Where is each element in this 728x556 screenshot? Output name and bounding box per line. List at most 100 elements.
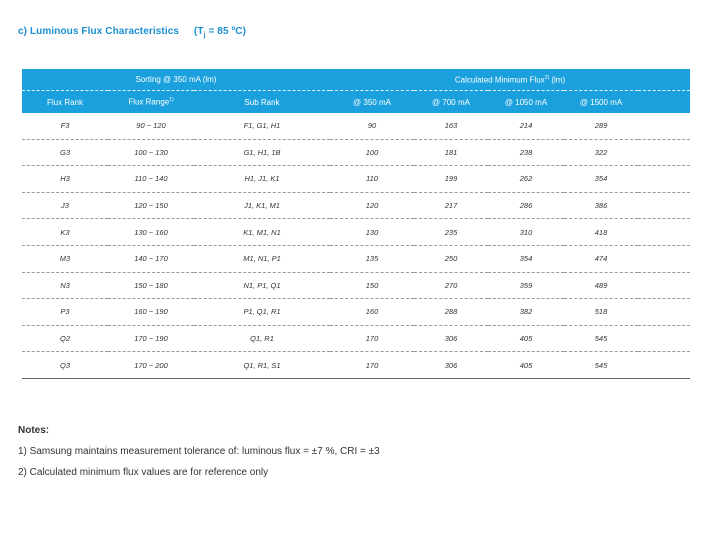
table-row: N3 150 ~ 180 N1, P1, Q1 150 270 359 489	[22, 272, 691, 300]
cell-spacer	[638, 192, 691, 220]
table-row: J3 120 ~ 150 J1, K1, M1 120 217 286 386	[22, 192, 691, 220]
luminous-flux-table: Sorting @ 350 mA (lm) Calculated Minimum…	[22, 69, 691, 379]
cell-700ma: 306	[414, 351, 488, 379]
cell-spacer	[638, 351, 691, 379]
cell-350ma: 150	[330, 272, 414, 300]
section-title: c) Luminous Flux Characteristics (Tj = 8…	[18, 26, 246, 39]
cell-sub-rank: P1, Q1, R1	[194, 298, 330, 326]
header-350ma: @ 350 mA	[330, 90, 414, 113]
cell-flux-rank: H3	[22, 165, 108, 193]
cell-flux-rank: G3	[22, 139, 108, 167]
cell-flux-rank: J3	[22, 192, 108, 220]
cell-350ma: 90	[330, 113, 414, 140]
cell-sub-rank: M1, N1, P1	[194, 245, 330, 273]
cell-1500ma: 545	[564, 351, 638, 379]
cell-350ma: 170	[330, 325, 414, 353]
cell-1500ma: 354	[564, 165, 638, 193]
cell-1500ma: 386	[564, 192, 638, 220]
cell-350ma: 130	[330, 218, 414, 246]
cell-1500ma: 418	[564, 218, 638, 246]
cell-700ma: 217	[414, 192, 488, 220]
cell-flux-rank: Q2	[22, 325, 108, 353]
cell-flux-range: 100 ~ 130	[108, 139, 194, 167]
note-item: 2) Calculated minimum flux values are fo…	[18, 467, 269, 478]
cell-1050ma: 354	[488, 245, 564, 273]
cell-flux-rank: F3	[22, 113, 108, 140]
cell-350ma: 100	[330, 139, 414, 167]
cell-1500ma: 545	[564, 325, 638, 353]
cell-700ma: 250	[414, 245, 488, 273]
table-row: M3 140 ~ 170 M1, N1, P1 135 250 354 474	[22, 245, 691, 273]
cell-sub-rank: G1, H1, 1B	[194, 139, 330, 167]
cell-flux-range: 140 ~ 170	[108, 245, 194, 273]
cell-1050ma: 405	[488, 325, 564, 353]
header-sorting-group: Sorting @ 350 mA (lm)	[22, 69, 330, 91]
note-item: 1) Samsung maintains measurement toleran…	[18, 446, 380, 457]
table-row: H3 110 ~ 140 H1, J1, K1 110 199 262 354	[22, 165, 691, 193]
cell-spacer	[638, 139, 691, 167]
cell-350ma: 160	[330, 298, 414, 326]
cell-1050ma: 238	[488, 139, 564, 167]
cell-sub-rank: K1, M1, N1	[194, 218, 330, 246]
cell-sub-rank: F1, G1, H1	[194, 113, 330, 140]
cell-flux-range: 170 ~ 190	[108, 325, 194, 353]
cell-spacer	[638, 245, 691, 273]
cell-1050ma: 262	[488, 165, 564, 193]
cell-flux-range: 150 ~ 180	[108, 272, 194, 300]
cell-sub-rank: Q1, R1, S1	[194, 351, 330, 379]
notes-section: Notes: 1) Samsung maintains measurement …	[18, 425, 380, 488]
cell-spacer	[638, 298, 691, 326]
header-flux-range: Flux Range1)	[108, 90, 194, 113]
cell-flux-rank: P3	[22, 298, 108, 326]
temperature-condition: (Tj = 85 ºC)	[193, 26, 247, 39]
header-spacer	[638, 90, 691, 113]
header-sub-rank: Sub Rank	[194, 90, 330, 113]
cell-flux-range: 130 ~ 160	[108, 218, 194, 246]
cell-flux-range: 120 ~ 150	[108, 192, 194, 220]
cell-spacer	[638, 113, 691, 140]
cell-sub-rank: N1, P1, Q1	[194, 272, 330, 300]
cell-flux-rank: M3	[22, 245, 108, 273]
cell-700ma: 288	[414, 298, 488, 326]
header-1500ma: @ 1500 mA	[564, 90, 638, 113]
cell-1050ma: 359	[488, 272, 564, 300]
cell-1050ma: 310	[488, 218, 564, 246]
header-flux-rank: Flux Rank	[22, 90, 108, 113]
table-row: F3 90 ~ 120 F1, G1, H1 90 163 214 289	[22, 113, 691, 140]
cell-1050ma: 382	[488, 298, 564, 326]
cell-flux-rank: N3	[22, 272, 108, 300]
header-1050ma: @ 1050 mA	[488, 90, 564, 113]
table-row: P3 160 ~ 190 P1, Q1, R1 160 288 382 518	[22, 298, 691, 326]
cell-1050ma: 214	[488, 113, 564, 140]
cell-700ma: 181	[414, 139, 488, 167]
cell-flux-range: 110 ~ 140	[108, 165, 194, 193]
header-700ma: @ 700 mA	[414, 90, 488, 113]
cell-700ma: 270	[414, 272, 488, 300]
cell-spacer	[638, 218, 691, 246]
cell-700ma: 235	[414, 218, 488, 246]
cell-flux-range: 170 ~ 200	[108, 351, 194, 379]
cell-350ma: 110	[330, 165, 414, 193]
cell-350ma: 170	[330, 351, 414, 379]
cell-1500ma: 289	[564, 113, 638, 140]
cell-1500ma: 322	[564, 139, 638, 167]
cell-flux-rank: K3	[22, 218, 108, 246]
cell-sub-rank: H1, J1, K1	[194, 165, 330, 193]
cell-flux-range: 160 ~ 190	[108, 298, 194, 326]
cell-350ma: 135	[330, 245, 414, 273]
table-row: G3 100 ~ 130 G1, H1, 1B 100 181 238 322	[22, 139, 691, 167]
cell-spacer	[638, 165, 691, 193]
cell-sub-rank: J1, K1, M1	[194, 192, 330, 220]
cell-1050ma: 405	[488, 351, 564, 379]
cell-flux-rank: Q3	[22, 351, 108, 379]
cell-700ma: 163	[414, 113, 488, 140]
section-title-text: c) Luminous Flux Characteristics	[18, 26, 180, 37]
cell-flux-range: 90 ~ 120	[108, 113, 194, 140]
cell-1500ma: 474	[564, 245, 638, 273]
cell-700ma: 306	[414, 325, 488, 353]
cell-spacer	[638, 272, 691, 300]
table-row: K3 130 ~ 160 K1, M1, N1 130 235 310 418	[22, 218, 691, 246]
cell-350ma: 120	[330, 192, 414, 220]
table-row: Q3 170 ~ 200 Q1, R1, S1 170 306 405 545	[22, 351, 691, 379]
cell-spacer	[638, 325, 691, 353]
